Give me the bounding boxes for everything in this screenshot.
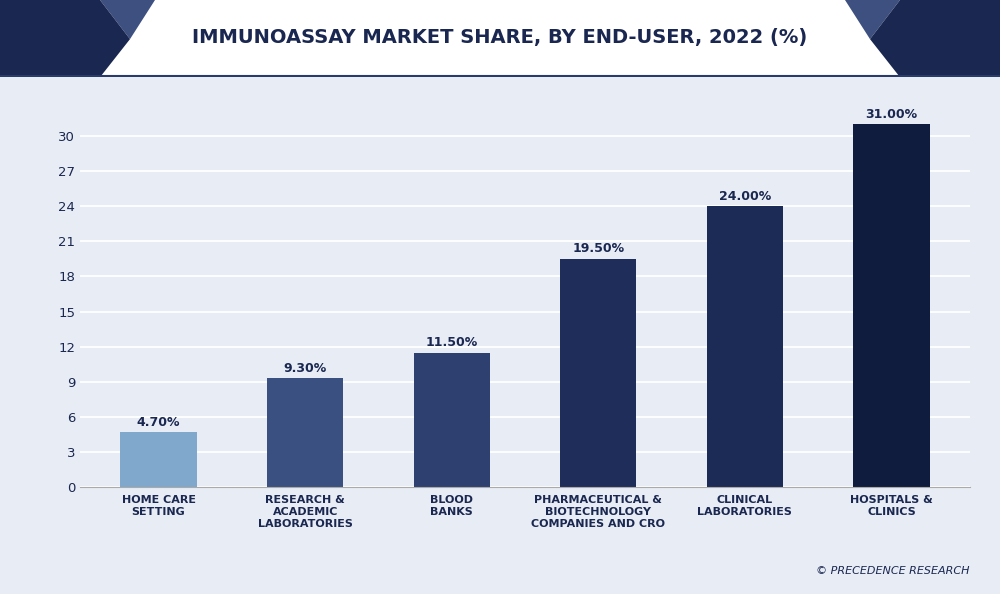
Bar [707, 206, 783, 487]
Text: 11.50%: 11.50% [426, 336, 478, 349]
Polygon shape [0, 0, 130, 77]
Text: 4.70%: 4.70% [137, 416, 180, 429]
Polygon shape [100, 0, 155, 39]
Bar [853, 124, 930, 487]
Bar [414, 352, 490, 487]
Text: 19.50%: 19.50% [572, 242, 624, 255]
Bar [267, 378, 343, 487]
Text: 9.30%: 9.30% [284, 362, 327, 375]
Polygon shape [845, 0, 900, 39]
Text: © PRECEDENCE RESEARCH: © PRECEDENCE RESEARCH [816, 566, 970, 576]
Bar [560, 259, 636, 487]
Text: 31.00%: 31.00% [865, 108, 917, 121]
Polygon shape [870, 0, 1000, 77]
Text: IMMUNOASSAY MARKET SHARE, BY END-USER, 2022 (%): IMMUNOASSAY MARKET SHARE, BY END-USER, 2… [192, 27, 808, 46]
Bar [120, 432, 197, 487]
Text: 24.00%: 24.00% [719, 189, 771, 203]
